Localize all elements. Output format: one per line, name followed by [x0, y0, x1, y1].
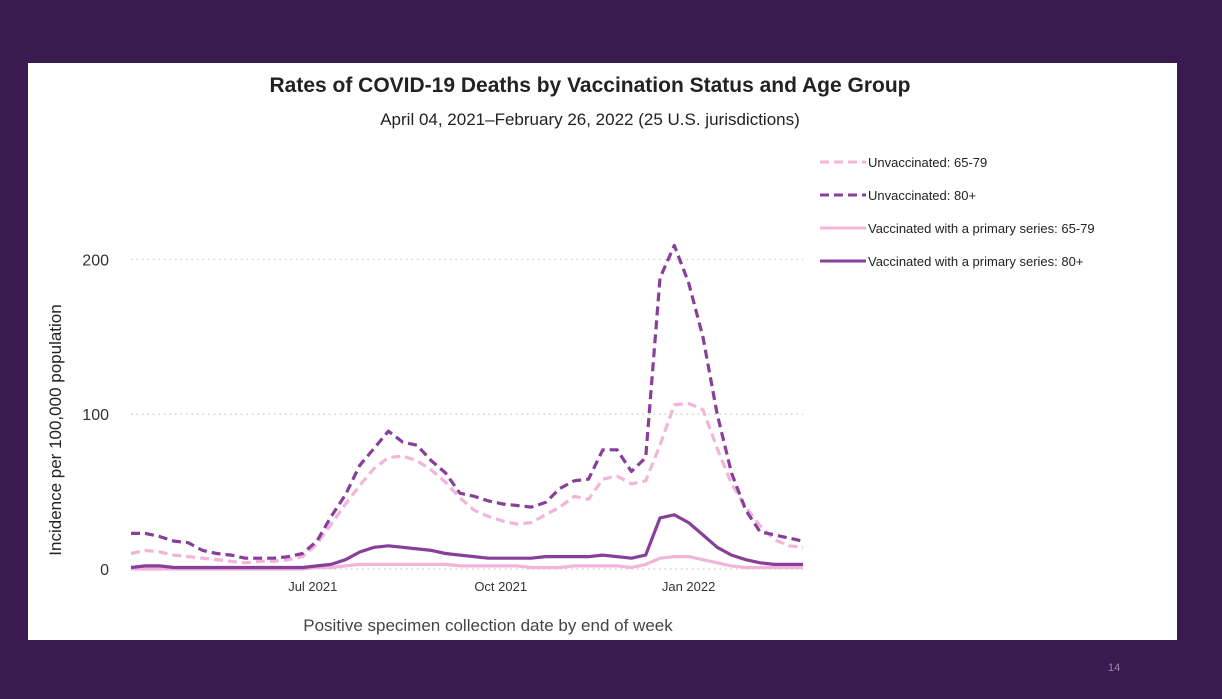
series-line-1	[130, 401, 804, 565]
legend-entry-label: Vaccinated with a primary series: 65-79	[868, 221, 1095, 236]
x-tick-label: Oct 2021	[474, 579, 527, 594]
page-number: 14	[1108, 662, 1121, 674]
y-axis-label: Incidence per 100,000 population	[46, 304, 65, 555]
x-tick-label: Jul 2021	[288, 579, 337, 594]
y-ticks: 0 100 200	[82, 252, 109, 579]
series-lines	[130, 243, 804, 571]
legend-entry-label: Unvaccinated: 80+	[868, 188, 976, 203]
chart-panel: Rates of COVID-19 Deaths by Vaccination …	[28, 63, 1177, 640]
legend-entry-label: Vaccinated with a primary series: 80+	[868, 254, 1083, 269]
chart-subtitle: April 04, 2021–February 26, 2022 (25 U.S…	[380, 110, 800, 129]
chart-title: Rates of COVID-19 Deaths by Vaccination …	[269, 74, 910, 97]
y-tick-label: 0	[100, 562, 109, 579]
x-tick-label: Jan 2022	[662, 579, 716, 594]
series-line-2	[131, 243, 804, 560]
y-tick-label: 200	[82, 252, 109, 269]
x-ticks: Jul 2021 Oct 2021 Jan 2022	[288, 579, 715, 594]
legend-entry-label: Unvaccinated: 65-79	[868, 155, 987, 170]
chart-svg: Rates of COVID-19 Deaths by Vaccination …	[46, 74, 1095, 635]
legend: Unvaccinated: 65-79 Unvaccinated: 80+ Vacc…	[820, 155, 1095, 269]
series-line-4	[130, 513, 803, 570]
x-axis-label: Positive specimen collection date by end…	[303, 616, 673, 635]
y-tick-label: 100	[82, 407, 109, 424]
gridlines	[131, 258, 803, 570]
